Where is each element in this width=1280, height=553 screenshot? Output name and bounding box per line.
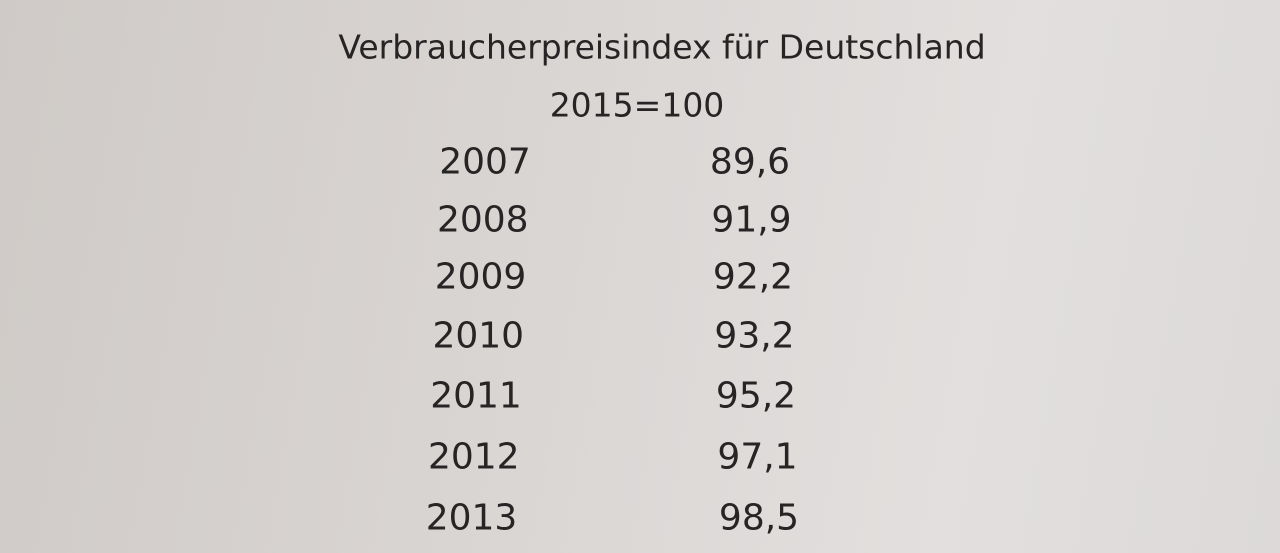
year-cell: 2007	[439, 141, 531, 183]
table-subtitle: 2015=100	[549, 85, 725, 125]
year-cell: 2010	[432, 315, 525, 357]
year-cell: 2011	[430, 375, 522, 417]
value-cell: 98,5	[718, 497, 800, 539]
year-cell: 2012	[427, 436, 520, 478]
value-cell: 93,2	[714, 315, 795, 357]
value-cell: 95,2	[715, 375, 797, 417]
year-cell: 2013	[425, 497, 518, 539]
value-cell: 89,6	[709, 141, 791, 183]
table-title: Verbraucherpreisindex für Deutschland	[338, 27, 986, 67]
year-cell: 2008	[436, 199, 529, 241]
value-cell: 92,2	[712, 256, 794, 298]
value-cell: 91,9	[711, 199, 792, 241]
year-cell: 2009	[434, 256, 527, 298]
value-cell: 97,1	[717, 436, 798, 478]
